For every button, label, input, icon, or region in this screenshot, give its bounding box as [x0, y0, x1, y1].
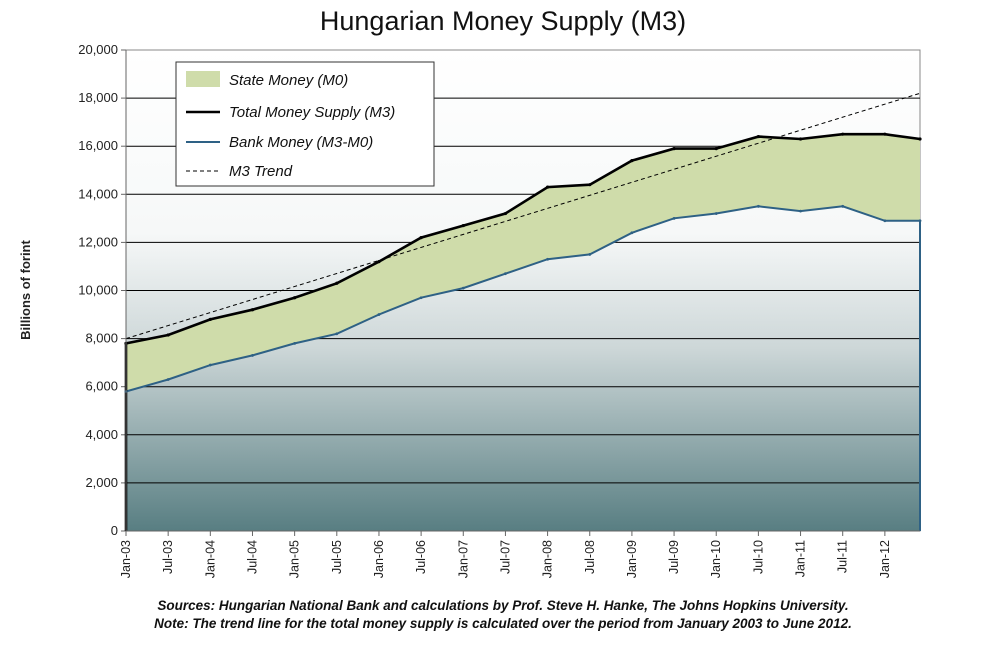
- y-tick-label: 0: [111, 523, 118, 538]
- bank-money-point: [883, 219, 887, 223]
- bank-money-point: [546, 257, 549, 261]
- state-money-area: [126, 134, 920, 392]
- legend-label-state-money: State Money (M0): [229, 72, 348, 89]
- bank-money-point: [588, 253, 592, 256]
- bank-money-point: [630, 231, 634, 235]
- x-tick-label: Jul-05: [330, 540, 344, 574]
- y-axis-label: Billions of forint: [18, 240, 33, 340]
- m3-trend-line: [125, 92, 921, 340]
- total-money-point: [250, 308, 255, 312]
- total-money-point: [588, 183, 592, 187]
- x-tick-label: Jan-11: [794, 540, 808, 577]
- y-tick-label: 8,000: [85, 331, 118, 346]
- bank-money-point: [293, 342, 297, 345]
- total-money-point: [461, 223, 465, 228]
- bank-money-point: [504, 272, 507, 276]
- total-money-point: [672, 147, 676, 151]
- x-tick-label: Jul-10: [751, 540, 765, 574]
- total-money-point: [335, 281, 339, 285]
- total-money-point: [293, 296, 297, 300]
- x-tick-label: Jul-07: [498, 540, 512, 574]
- y-tick-label: 12,000: [78, 234, 118, 249]
- x-tick-label: Jul-08: [583, 540, 597, 574]
- total-money-point: [503, 211, 508, 216]
- bank-money-point: [166, 378, 170, 381]
- x-tick-label: Jan-03: [119, 540, 133, 578]
- y-tick-label: 4,000: [85, 427, 118, 442]
- total-money-point: [377, 260, 381, 264]
- x-tick-label: Jan-07: [456, 540, 470, 578]
- x-tick-label: Jan-06: [372, 540, 386, 578]
- total-money-point: [841, 132, 845, 136]
- legend-label-bank-money: Bank Money (M3-M0): [229, 134, 373, 151]
- sources-note: Sources: Hungarian National Bank and cal…: [157, 598, 849, 613]
- x-tick-label: Jul-11: [836, 540, 850, 573]
- legend: State Money (M0) Total Money Supply (M3)…: [175, 61, 435, 187]
- y-tick-label: 16,000: [78, 138, 118, 153]
- bank-money-point: [251, 354, 254, 357]
- y-tick-label: 10,000: [78, 283, 118, 298]
- legend-label-total-money: Total Money Supply (M3): [229, 104, 395, 121]
- total-money-point: [419, 235, 423, 240]
- bank-money-point: [841, 204, 845, 208]
- x-tick-label: Jan-05: [288, 540, 302, 578]
- x-tick-label: Jan-09: [625, 540, 639, 578]
- bank-money-line: [125, 205, 921, 531]
- total-money-point: [883, 132, 887, 136]
- x-tick-label: Jul-03: [161, 540, 175, 574]
- bank-money-point: [672, 216, 676, 220]
- y-tick-label: 2,000: [85, 475, 118, 490]
- x-axis-ticks: Jan-03 Jul-03 Jan-04 Jul-04 Jan-05 Jul-05 Jan-…: [119, 531, 892, 578]
- bank-money-point: [918, 219, 922, 223]
- y-tick-label: 14,000: [78, 186, 118, 201]
- total-money-point: [166, 333, 170, 337]
- bank-money-point: [208, 363, 212, 367]
- y-tick-label: 18,000: [78, 90, 118, 105]
- y-tick-label: 6,000: [85, 379, 118, 394]
- legend-swatch-state-money: [186, 71, 220, 87]
- total-money-point: [208, 317, 212, 321]
- bank-money-point: [799, 209, 802, 213]
- y-tick-label: 20,000: [78, 42, 118, 57]
- x-tick-label: Jan-08: [541, 540, 555, 578]
- y-axis-ticks: 0 2,000 4,000 6,000 8,000 10,000 12,000 14,000 1…: [78, 42, 126, 538]
- x-tick-label: Jan-10: [709, 540, 723, 578]
- x-tick-label: Jul-09: [667, 540, 681, 574]
- bank-money-point: [419, 296, 423, 300]
- legend-label-m3-trend: M3 Trend: [229, 163, 293, 180]
- total-money-point: [918, 137, 922, 141]
- x-tick-label: Jul-06: [414, 540, 428, 574]
- x-tick-label: Jan-12: [878, 540, 892, 578]
- total-money-point: [630, 159, 634, 163]
- bank-money-point: [714, 212, 718, 215]
- total-money-point: [756, 134, 760, 139]
- total-money-point: [798, 137, 803, 141]
- chart-title: Hungarian Money Supply (M3): [319, 6, 687, 36]
- total-money-point: [714, 147, 718, 151]
- x-tick-label: Jul-04: [245, 540, 259, 574]
- bank-money-point: [756, 204, 760, 208]
- bank-money-point: [461, 286, 465, 290]
- total-money-point: [545, 185, 550, 189]
- data-points: [124, 132, 922, 393]
- trend-note: Note: The trend line for the total money…: [154, 616, 852, 631]
- x-tick-label: Jan-04: [203, 540, 217, 578]
- bank-money-point: [335, 332, 339, 336]
- bank-money-point: [377, 313, 381, 316]
